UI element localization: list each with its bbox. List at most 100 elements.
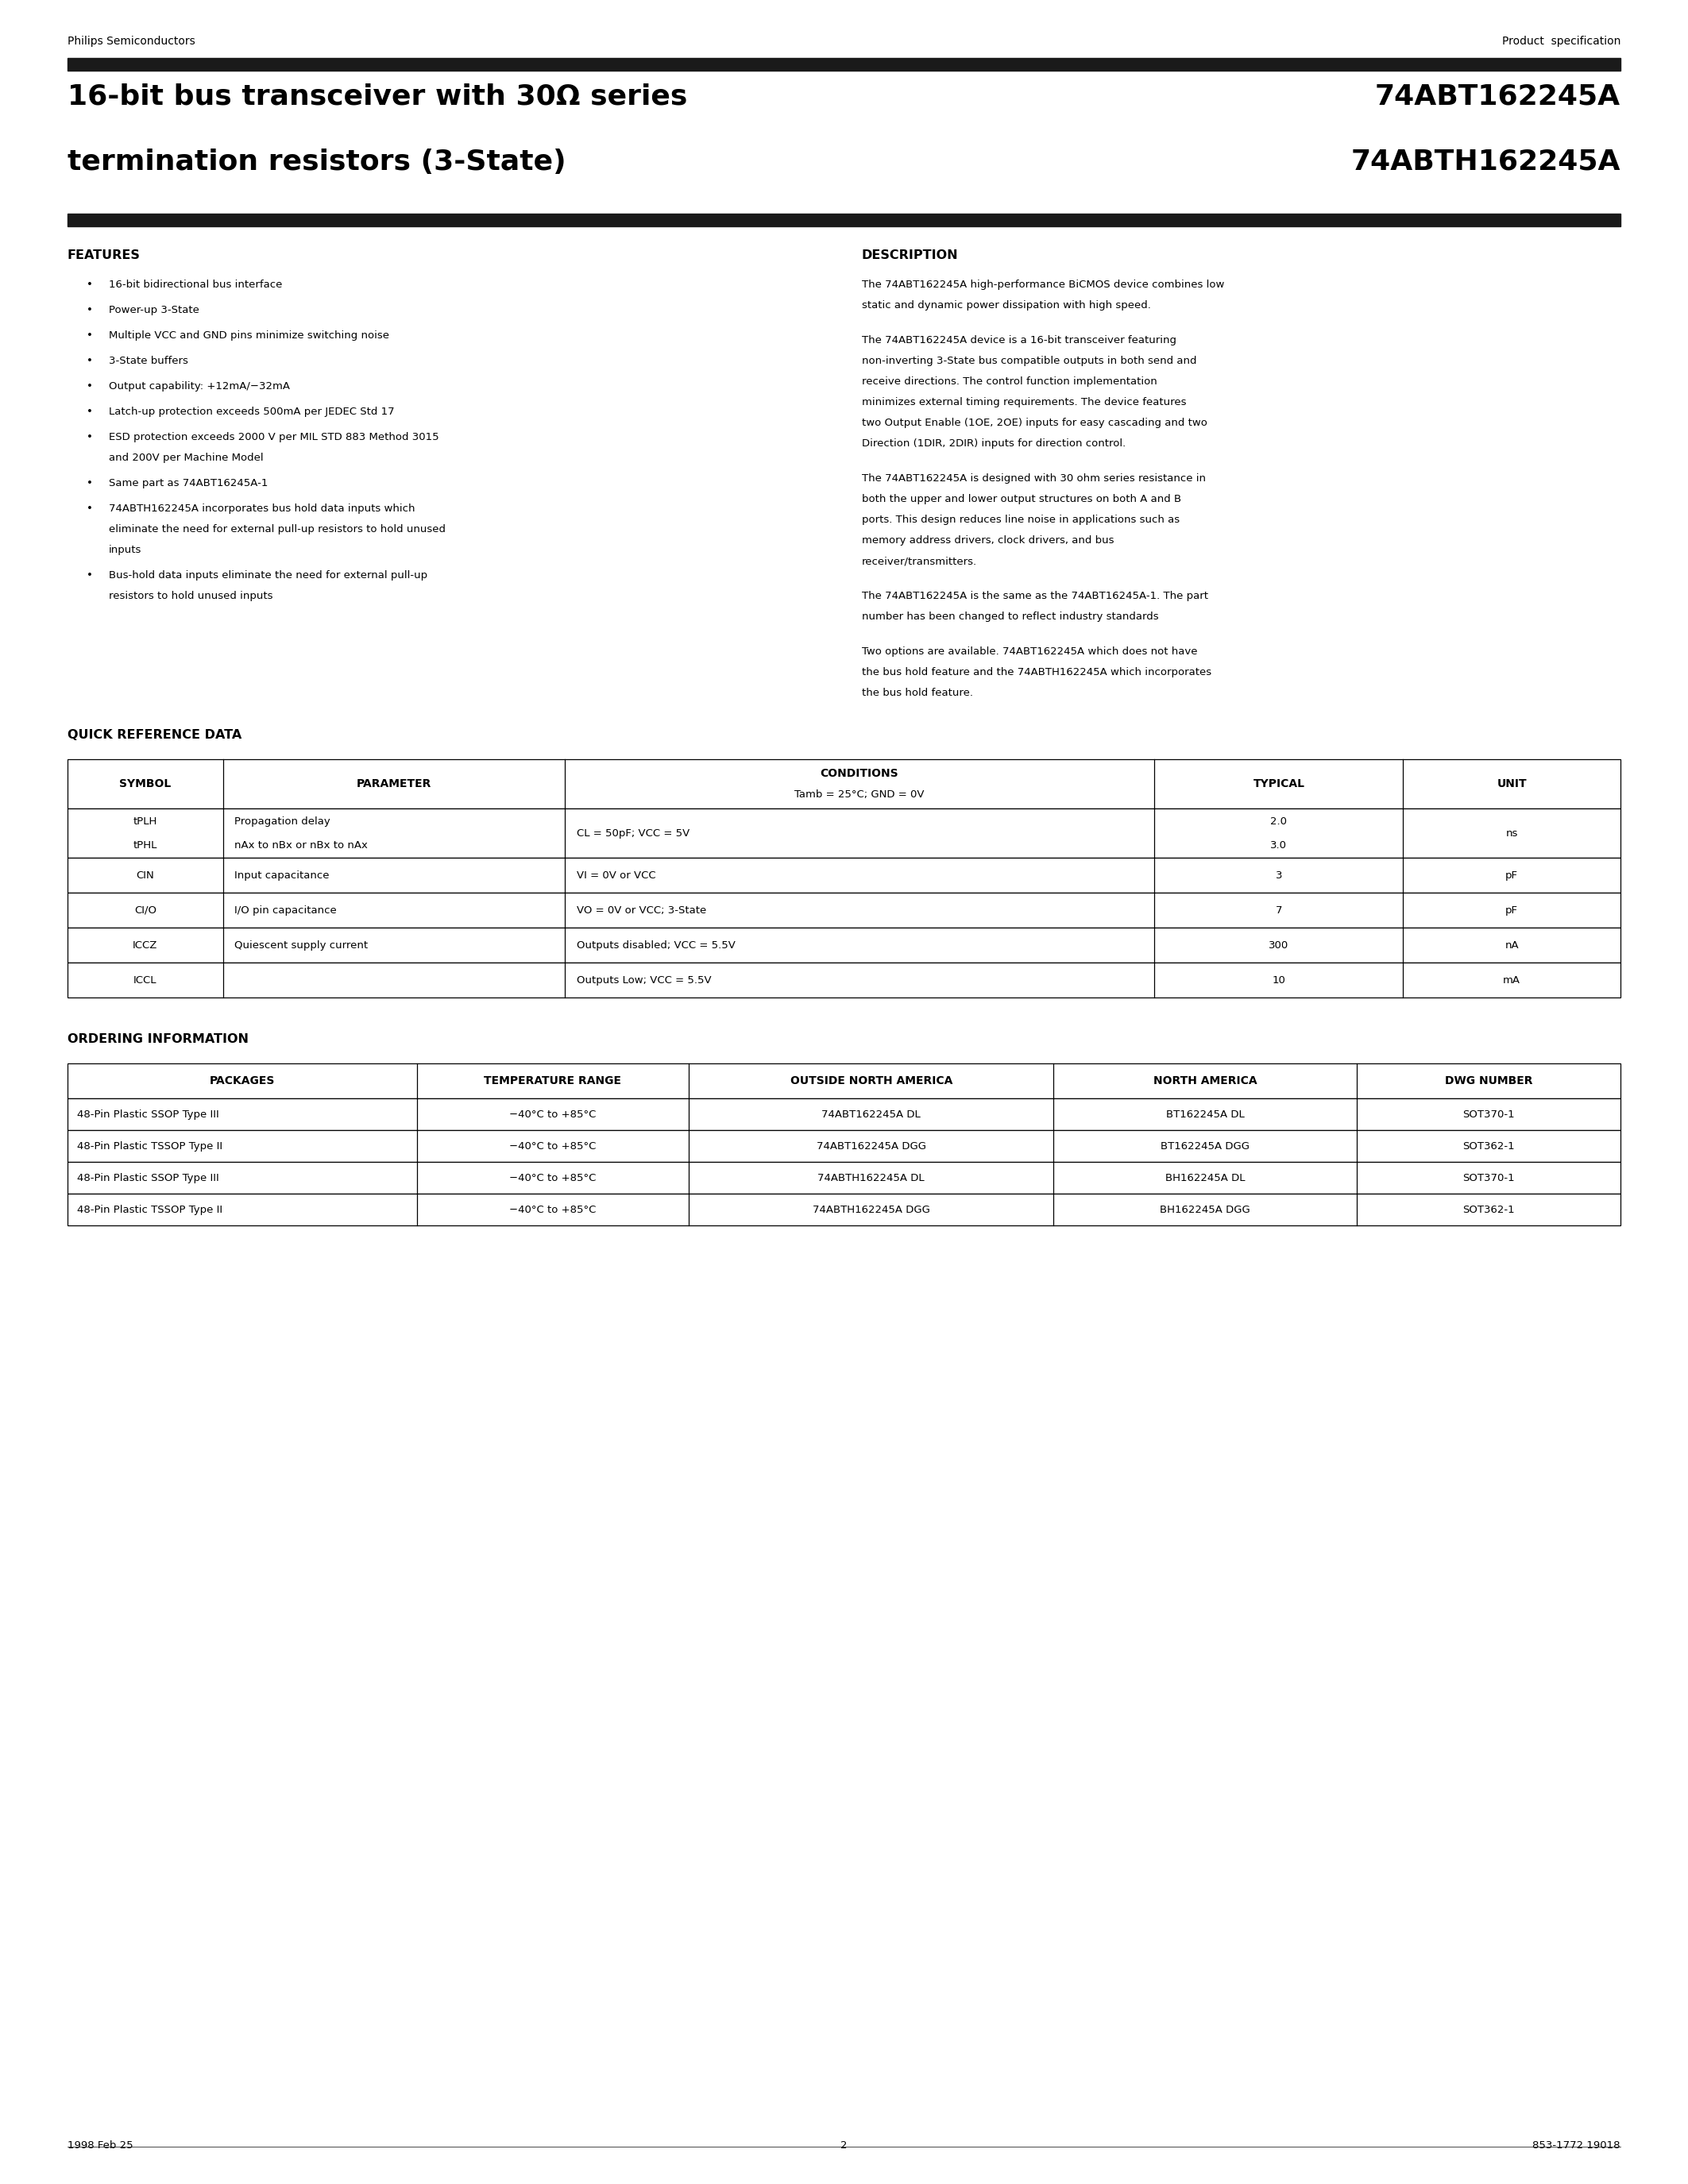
Text: ICCZ: ICCZ — [133, 939, 157, 950]
Text: SOT370-1: SOT370-1 — [1462, 1109, 1514, 1120]
Text: Quiescent supply current: Quiescent supply current — [235, 939, 368, 950]
Text: both the upper and lower output structures on both A and B: both the upper and lower output structur… — [863, 494, 1182, 505]
Text: 74ABTH162245A incorporates bus hold data inputs which: 74ABTH162245A incorporates bus hold data… — [108, 505, 415, 513]
Text: •: • — [86, 478, 93, 489]
Text: −40°C to +85°C: −40°C to +85°C — [510, 1173, 596, 1184]
Text: •: • — [86, 570, 93, 581]
Text: Philips Semiconductors: Philips Semiconductors — [68, 35, 196, 46]
Text: SOT362-1: SOT362-1 — [1462, 1203, 1514, 1214]
Text: Tamb = 25°C; GND = 0V: Tamb = 25°C; GND = 0V — [795, 788, 925, 799]
Text: ESD protection exceeds 2000 V per MIL STD 883 Method 3015: ESD protection exceeds 2000 V per MIL ST… — [108, 432, 439, 443]
Text: Bus-hold data inputs eliminate the need for external pull-up: Bus-hold data inputs eliminate the need … — [108, 570, 427, 581]
Text: Output capability: +12mA/−32mA: Output capability: +12mA/−32mA — [108, 382, 290, 391]
Text: −40°C to +85°C: −40°C to +85°C — [510, 1140, 596, 1151]
Text: Power-up 3-State: Power-up 3-State — [108, 306, 199, 314]
Text: PARAMETER: PARAMETER — [356, 778, 430, 788]
Text: CIN: CIN — [137, 869, 154, 880]
Text: receiver/transmitters.: receiver/transmitters. — [863, 557, 977, 566]
Text: −40°C to +85°C: −40°C to +85°C — [510, 1203, 596, 1214]
Text: Direction (1DIR, 2DIR) inputs for direction control.: Direction (1DIR, 2DIR) inputs for direct… — [863, 439, 1126, 448]
Text: 74ABTH162245A DL: 74ABTH162245A DL — [817, 1173, 925, 1184]
Text: and 200V per Machine Model: and 200V per Machine Model — [108, 452, 263, 463]
Text: 48-Pin Plastic TSSOP Type II: 48-Pin Plastic TSSOP Type II — [78, 1203, 223, 1214]
Text: ns: ns — [1506, 828, 1518, 839]
Text: 74ABT162245A DL: 74ABT162245A DL — [822, 1109, 920, 1120]
Text: SYMBOL: SYMBOL — [120, 778, 170, 788]
Text: 48-Pin Plastic TSSOP Type II: 48-Pin Plastic TSSOP Type II — [78, 1140, 223, 1151]
Text: ORDERING INFORMATION: ORDERING INFORMATION — [68, 1033, 248, 1046]
Text: two Output Enable (1OE, 2OE) inputs for easy cascading and two: two Output Enable (1OE, 2OE) inputs for … — [863, 417, 1207, 428]
Text: memory address drivers, clock drivers, and bus: memory address drivers, clock drivers, a… — [863, 535, 1114, 546]
Text: BT162245A DGG: BT162245A DGG — [1161, 1140, 1249, 1151]
Text: CI/O: CI/O — [133, 904, 157, 915]
Text: 74ABT162245A DGG: 74ABT162245A DGG — [817, 1140, 927, 1151]
Text: QUICK REFERENCE DATA: QUICK REFERENCE DATA — [68, 729, 241, 740]
Text: tPHL: tPHL — [133, 841, 157, 850]
Text: 3-State buffers: 3-State buffers — [108, 356, 187, 367]
Bar — [68, 1099, 1620, 1129]
Text: pF: pF — [1506, 869, 1518, 880]
Bar — [68, 963, 1620, 998]
Text: •: • — [86, 306, 93, 314]
Text: •: • — [86, 505, 93, 513]
Text: UNIT: UNIT — [1497, 778, 1526, 788]
Text: •: • — [86, 356, 93, 367]
Text: number has been changed to reflect industry standards: number has been changed to reflect indus… — [863, 612, 1158, 622]
Text: SOT370-1: SOT370-1 — [1462, 1173, 1514, 1184]
Text: OUTSIDE NORTH AMERICA: OUTSIDE NORTH AMERICA — [790, 1075, 952, 1085]
Text: The 74ABT162245A is the same as the 74ABT16245A-1. The part: The 74ABT162245A is the same as the 74AB… — [863, 592, 1209, 601]
Text: resistors to hold unused inputs: resistors to hold unused inputs — [108, 592, 273, 601]
Bar — [68, 858, 1620, 893]
Text: mA: mA — [1502, 974, 1521, 985]
Text: termination resistors (3-State): termination resistors (3-State) — [68, 149, 565, 175]
Text: 3.0: 3.0 — [1271, 841, 1288, 850]
Text: •: • — [86, 330, 93, 341]
Text: The 74ABT162245A high-performance BiCMOS device combines low: The 74ABT162245A high-performance BiCMOS… — [863, 280, 1224, 290]
Text: Same part as 74ABT16245A-1: Same part as 74ABT16245A-1 — [108, 478, 268, 489]
Bar — [68, 1129, 1620, 1162]
Text: PACKAGES: PACKAGES — [209, 1075, 275, 1085]
Text: Multiple VCC and GND pins minimize switching noise: Multiple VCC and GND pins minimize switc… — [108, 330, 390, 341]
Text: Two options are available. 74ABT162245A which does not have: Two options are available. 74ABT162245A … — [863, 646, 1197, 657]
Text: •: • — [86, 432, 93, 443]
Text: TEMPERATURE RANGE: TEMPERATURE RANGE — [484, 1075, 621, 1085]
Text: 853-1772 19018: 853-1772 19018 — [1533, 2140, 1620, 2151]
Text: BH162245A DGG: BH162245A DGG — [1160, 1203, 1251, 1214]
Text: DESCRIPTION: DESCRIPTION — [863, 249, 959, 262]
Text: ports. This design reduces line noise in applications such as: ports. This design reduces line noise in… — [863, 515, 1180, 524]
Bar — [68, 1064, 1620, 1099]
Text: eliminate the need for external pull-up resistors to hold unused: eliminate the need for external pull-up … — [108, 524, 446, 535]
Text: Outputs disabled; VCC = 5.5V: Outputs disabled; VCC = 5.5V — [576, 939, 736, 950]
Bar — [68, 1195, 1620, 1225]
Text: the bus hold feature and the 74ABTH162245A which incorporates: the bus hold feature and the 74ABTH16224… — [863, 666, 1212, 677]
Text: 48-Pin Plastic SSOP Type III: 48-Pin Plastic SSOP Type III — [78, 1173, 219, 1184]
Text: I/O pin capacitance: I/O pin capacitance — [235, 904, 338, 915]
Text: TYPICAL: TYPICAL — [1252, 778, 1305, 788]
Text: tPLH: tPLH — [133, 817, 157, 826]
Text: The 74ABT162245A is designed with 30 ohm series resistance in: The 74ABT162245A is designed with 30 ohm… — [863, 474, 1205, 483]
Text: The 74ABT162245A device is a 16-bit transceiver featuring: The 74ABT162245A device is a 16-bit tran… — [863, 334, 1177, 345]
Text: FEATURES: FEATURES — [68, 249, 140, 262]
Text: 2: 2 — [841, 2140, 847, 2151]
Text: SOT362-1: SOT362-1 — [1462, 1140, 1514, 1151]
Text: 2.0: 2.0 — [1271, 817, 1288, 826]
Text: 300: 300 — [1269, 939, 1290, 950]
Text: minimizes external timing requirements. The device features: minimizes external timing requirements. … — [863, 397, 1187, 408]
Bar — [68, 760, 1620, 808]
Text: BH162245A DL: BH162245A DL — [1165, 1173, 1246, 1184]
Bar — [68, 893, 1620, 928]
Text: nA: nA — [1504, 939, 1519, 950]
Text: 1998 Feb 25: 1998 Feb 25 — [68, 2140, 133, 2151]
Text: 16-bit bus transceiver with 30Ω series: 16-bit bus transceiver with 30Ω series — [68, 83, 687, 111]
Text: VO = 0V or VCC; 3-State: VO = 0V or VCC; 3-State — [576, 904, 706, 915]
Text: Input capacitance: Input capacitance — [235, 869, 329, 880]
Bar — [68, 214, 1620, 225]
Text: nAx to nBx or nBx to nAx: nAx to nBx or nBx to nAx — [235, 841, 368, 850]
Text: 7: 7 — [1276, 904, 1283, 915]
Bar — [68, 1162, 1620, 1195]
Text: 74ABTH162245A DGG: 74ABTH162245A DGG — [812, 1203, 930, 1214]
Text: static and dynamic power dissipation with high speed.: static and dynamic power dissipation wit… — [863, 299, 1151, 310]
Text: Propagation delay: Propagation delay — [235, 817, 331, 826]
Text: CL = 50pF; VCC = 5V: CL = 50pF; VCC = 5V — [576, 828, 689, 839]
Bar — [68, 808, 1620, 858]
